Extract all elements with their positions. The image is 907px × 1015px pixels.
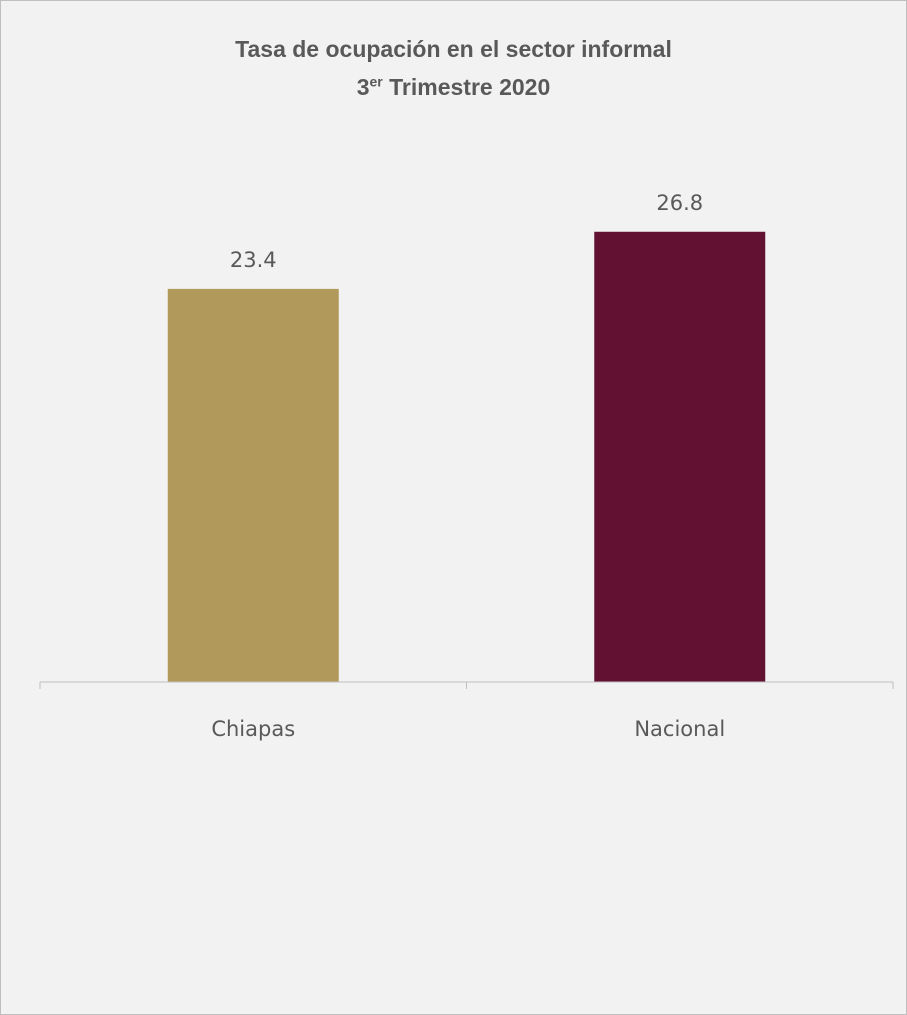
chart-title-line1: Tasa de ocupación en el sector informal [235, 36, 672, 62]
subtitle-rest: Trimestre 2020 [382, 74, 551, 100]
category-label-nacional: Nacional [634, 717, 725, 741]
chart-subtitle: 3er Trimestre 2020 [0, 68, 907, 106]
subtitle-suffix: er [369, 73, 383, 90]
data-label-nacional: 26.8 [656, 191, 703, 215]
bar-nacional [594, 231, 766, 682]
category-label-chiapas: Chiapas [211, 717, 295, 741]
data-label-chiapas: 23.4 [230, 248, 277, 272]
bar-chiapas [167, 288, 339, 682]
chart-title: Tasa de ocupación en el sector informal … [0, 30, 907, 106]
subtitle-number: 3 [356, 74, 370, 100]
